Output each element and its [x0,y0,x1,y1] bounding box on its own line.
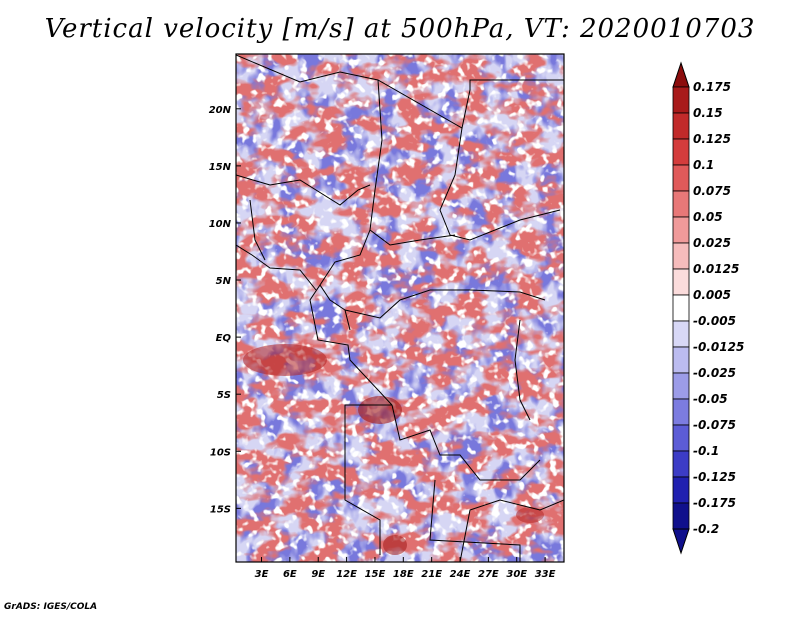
y-tick-label: 20N [209,105,232,116]
colorbar-label: 0.15 [693,106,723,120]
colorbar-swatch [672,242,690,270]
colorbar-label: 0.0125 [693,262,739,276]
chart-title: Vertical velocity [m/s] at 500hPa, VT: 2… [44,14,756,44]
colorbar-swatch [672,138,690,166]
colorbar-label: -0.2 [693,522,719,536]
colorbar-label: 0.025 [693,236,731,250]
colorbar-label: -0.125 [693,470,736,484]
colorbar-swatch [672,372,690,400]
colorbar-label: 0.075 [693,184,731,198]
colorbar-swatch [672,86,690,114]
x-tick-label: 30E [506,569,527,580]
colorbar-arrow-top [672,61,690,88]
colorbar-label: 0.175 [693,80,731,94]
colorbar: 0.175 0.15 0.125 0.1 0.075 0.05 0.025 0.0125 0.0… [672,61,744,555]
x-tick-label: 3E [255,569,269,580]
x-tick-label: 33E [535,569,556,580]
colorbar-swatch [672,450,690,478]
colorbar-swatch [672,346,690,374]
colorbar-swatch [672,424,690,452]
colorbar-label: -0.075 [693,418,736,432]
colorbar-swatch [672,476,690,504]
colorbar-label: -0.1 [693,444,719,458]
y-tick-label: 15N [209,162,232,173]
colorbar-swatch [672,502,690,530]
colorbar-swatch [672,112,690,140]
grads-credit: GrADS: IGES/COLA [4,602,98,612]
x-axis: 3E 6E 9E 12E 15E 18E 21E 24E 27E 30E 33E [255,557,556,580]
colorbar-label: 0.125 [693,132,731,146]
colorbar-label: -0.175 [693,496,736,510]
colorbar-label: 0.05 [693,210,723,224]
colorbar-label: -0.025 [693,366,736,380]
colorbar-label: -0.005 [693,314,736,328]
colorbar-swatch [672,216,690,244]
colorbar-label: 0.005 [693,288,731,302]
y-tick-label: 15S [210,504,231,515]
country-borders [236,54,564,562]
chart-svg: 3E 6E 9E 12E 15E 18E 21E 24E 27E 30E 33E 20N 15N 10N… [209,53,744,580]
map-field [236,54,564,562]
x-tick-label: 24E [450,569,471,580]
colorbar-swatch [672,398,690,426]
x-tick-label: 15E [365,569,386,580]
plot-frame [235,53,565,563]
x-tick-label: 27E [478,569,499,580]
x-tick-label: 9E [311,569,325,580]
colorbar-swatch [672,320,690,348]
colorbar-arrow-bottom [672,528,690,555]
colorbar-label: -0.0125 [693,340,744,354]
colorbar-swatch [672,190,690,218]
colorbar-swatch [672,268,690,296]
y-axis: 20N 15N 10N 5N EQ 5S 10S 15S [209,105,241,515]
y-tick-label: 10N [209,219,232,230]
colorbar-label: 0.1 [693,158,714,172]
y-tick-label: 10S [210,447,231,458]
colorbar-swatch [672,164,690,192]
y-tick-label: 5N [216,276,232,287]
x-tick-label: 12E [336,569,357,580]
x-tick-label: 21E [421,569,442,580]
y-tick-label: 5S [217,390,231,401]
colorbar-label: -0.05 [693,392,728,406]
y-tick-label: EQ [216,333,232,344]
colorbar-swatch [672,294,690,322]
x-tick-label: 18E [393,569,414,580]
x-tick-label: 6E [283,569,297,580]
